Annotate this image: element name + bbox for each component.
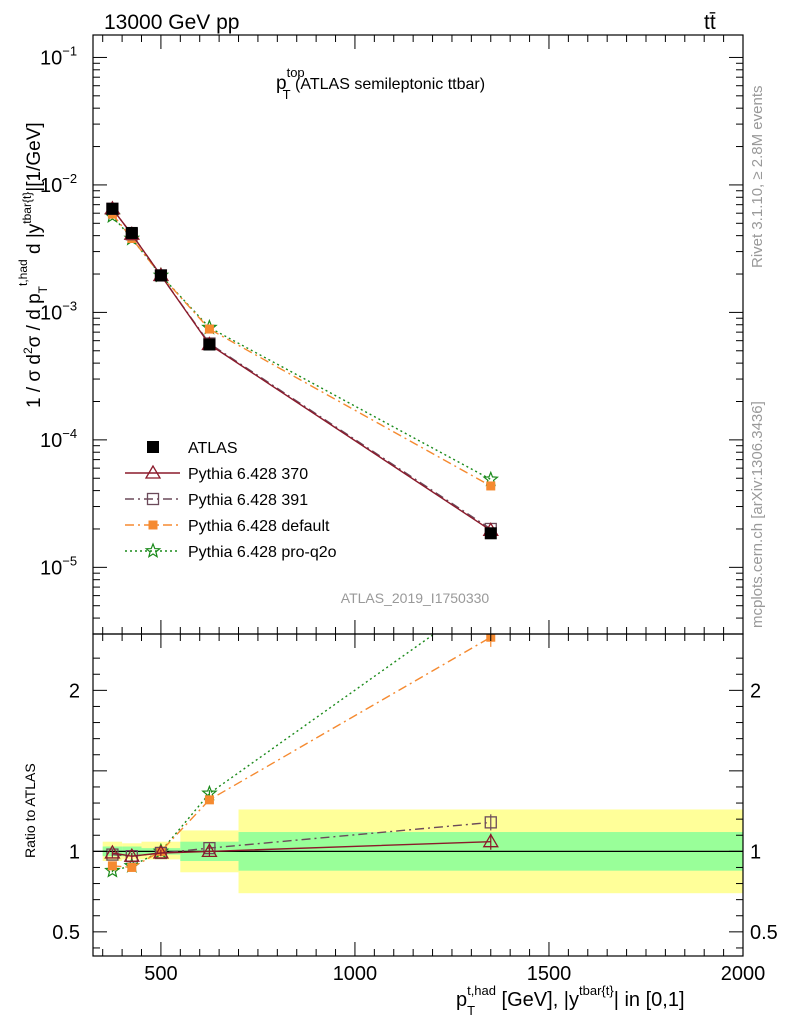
plot-title: ptop T (ATLAS semileptonic ttbar) xyxy=(276,65,485,102)
rivet-version-label: Rivet 3.1.10, ≥ 2.8M events xyxy=(749,86,766,269)
ratio-y-tick-label-left: 2 xyxy=(69,680,80,702)
main-y-axis-label: 1 / σ d2σ / d pTt,had d |ytbar{t}|[1/GeV… xyxy=(16,122,50,408)
ratio-point-pythia-6-428-pro-q2o-0 xyxy=(104,862,121,878)
main-y-tick-label: 10−2 xyxy=(40,171,77,197)
ratio-point-pythia-6-428-default-1 xyxy=(127,862,137,872)
ratio-plot-frame xyxy=(92,633,744,957)
ratio-y-axis-label: Ratio to ATLAS xyxy=(22,763,38,858)
ratio-point-pythia-6-428-default-0 xyxy=(107,861,117,871)
x-axis-label: pTt,had [GeV], |ytbar{t}| in [0,1] xyxy=(456,983,685,1018)
x-tick-label: 1500 xyxy=(527,963,572,985)
legend-marker-pythia-6-428-pro-q2o xyxy=(144,542,162,559)
legend: ATLAS Pythia 6.428 370 Pythia 6.428 391 Pyt… xyxy=(125,440,337,561)
ratio-point-pythia-6-428-370-4 xyxy=(482,833,499,848)
x-tick-label: 2000 xyxy=(721,963,766,985)
main-line-pythia-6-428-pro-q2o xyxy=(111,215,492,481)
main-y-tick-label: 10−1 xyxy=(40,43,77,69)
ratio-y-tick-label-right: 0.5 xyxy=(750,922,778,944)
legend-marker-atlas xyxy=(147,441,159,453)
legend-marker-pythia-6-428-370 xyxy=(144,464,162,479)
main-point-atlas-3 xyxy=(203,338,216,351)
ratio-point-pythia-6-428-370-0 xyxy=(104,844,121,859)
ratio-panel-series xyxy=(104,634,499,878)
ratio-y-tick-label-left: 0.5 xyxy=(52,922,80,944)
axis-ticks: 10−1 10−2 10−3 10−4 10−5 0.5 0.5 1 1 2 2 500 1000 150… xyxy=(40,35,778,985)
main-point-pythia-6-428-default-4 xyxy=(486,481,496,491)
ratio-point-pythia-6-428-370-3 xyxy=(201,843,218,857)
x-tick-label: 1000 xyxy=(333,963,378,985)
legend-label-pythia-6-428-391: Pythia 6.428 391 xyxy=(188,492,308,509)
legend-label-pythia-6-428-default: Pythia 6.428 default xyxy=(188,518,330,535)
main-y-tick-label: 10−3 xyxy=(40,298,77,324)
ratio-line-pythia-6-428-391 xyxy=(112,821,491,857)
legend-label-pythia-6-428-pro-q2o: Pythia 6.428 pro-q2o xyxy=(188,544,337,561)
ratio-y-tick-label-right: 2 xyxy=(750,680,761,702)
ratio-y-tick-label-right: 1 xyxy=(750,841,761,863)
main-point-atlas-2 xyxy=(154,269,167,282)
energy-label: 13000 GeV pp xyxy=(104,11,239,34)
main-y-tick-label: 10−5 xyxy=(40,553,77,579)
ratio-point-pythia-6-428-391-4 xyxy=(484,816,497,829)
legend-marker-pythia-6-428-default xyxy=(148,520,158,530)
main-point-pythia-6-428-default-3 xyxy=(204,324,214,334)
ratio-y-tick-label-left: 1 xyxy=(69,841,80,863)
legend-label-pythia-6-428-370: Pythia 6.428 370 xyxy=(188,466,308,483)
legend-label-atlas: ATLAS xyxy=(188,440,238,457)
x-tick-label: 500 xyxy=(144,963,177,985)
main-point-atlas-0 xyxy=(106,202,119,215)
process-label: tt̄ xyxy=(704,11,716,34)
ratio-point-pythia-6-428-default-3 xyxy=(204,795,214,805)
ratio-point-pythia-6-428-370-2 xyxy=(152,844,170,859)
main-y-tick-label: 10−4 xyxy=(40,426,77,452)
legend-marker-pythia-6-428-391 xyxy=(146,492,160,506)
main-point-atlas-4 xyxy=(484,527,497,540)
mcplots-label: mcplots.cern.ch [arXiv:1306.3436] xyxy=(749,401,766,628)
main-line-pythia-6-428-default xyxy=(111,213,492,487)
analysis-id-label: ATLAS_2019_I1750330 xyxy=(341,590,490,606)
main-point-atlas-1 xyxy=(125,226,138,239)
main-panel-series xyxy=(104,200,499,540)
ratio-point-pythia-6-428-370-1 xyxy=(123,847,140,862)
